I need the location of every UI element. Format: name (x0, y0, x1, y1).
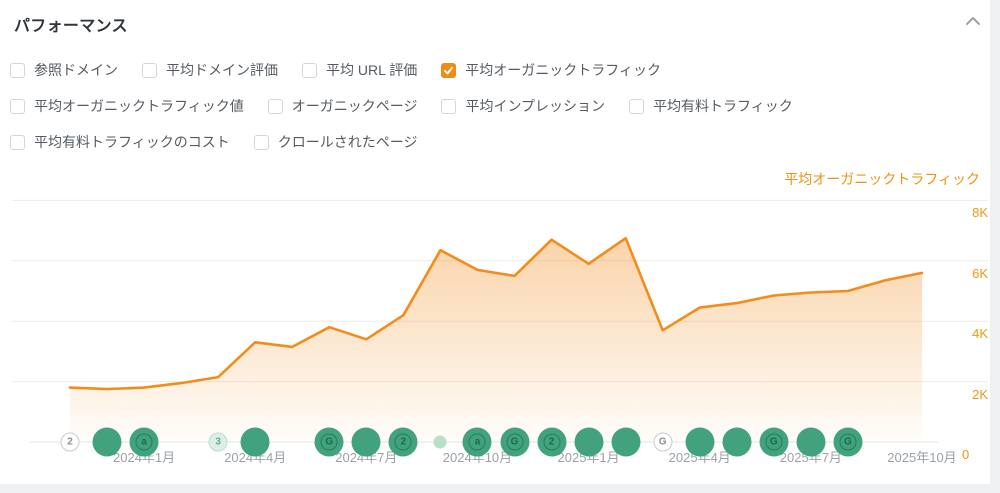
checkbox-unchecked-icon[interactable] (142, 62, 157, 78)
metric-row-2: 平均オーガニックトラフィック値 オーガニックページ 平均インプレッション 平均有料トラ… (10, 88, 985, 124)
metric-toggle[interactable]: 平均 URL 評価 (302, 60, 417, 80)
event-marker-a[interactable]: a (462, 427, 492, 457)
event-marker-solid[interactable] (240, 427, 270, 457)
event-marker-solid[interactable] (351, 427, 381, 457)
event-marker-G[interactable]: G (653, 432, 673, 452)
metric-row-3: 平均有料トラフィックのコスト クロールされたページ (10, 124, 985, 160)
event-marker-2[interactable]: 2 (388, 427, 418, 457)
event-marker-solid[interactable] (722, 427, 752, 457)
checkbox-unchecked-icon[interactable] (302, 62, 317, 78)
event-marker-G[interactable]: G (500, 427, 530, 457)
metric-toggle[interactable]: クロールされたページ (253, 132, 418, 152)
metric-label: 平均オーガニックトラフィック値 (34, 98, 244, 114)
metric-toggle[interactable]: 平均インプレッション (441, 96, 605, 116)
chevron-up-icon[interactable] (965, 16, 981, 26)
performance-panel: パフォーマンス 参照ドメイン 平均ドメイン評価 平均 URL 評価 平均オーガニックト… (0, 0, 995, 484)
checkbox-unchecked-icon[interactable] (267, 98, 283, 114)
metric-label: 平均オーガニックトラフィック (465, 62, 662, 78)
event-marker-solid[interactable] (685, 427, 715, 457)
event-glyph: G (506, 433, 524, 451)
metric-label: 平均ドメイン評価 (166, 62, 278, 78)
checkbox-unchecked-icon[interactable] (441, 98, 457, 114)
metric-row-1: 参照ドメイン 平均ドメイン評価 平均 URL 評価 平均オーガニックトラフィック (10, 52, 985, 88)
event-glyph: a (468, 433, 486, 451)
event-marker-dot[interactable] (433, 435, 447, 449)
traffic-area (70, 238, 922, 442)
metric-toggle[interactable]: 平均有料トラフィックのコスト (10, 132, 230, 152)
metric-label: 平均 URL 評価 (326, 62, 418, 78)
event-marker-3[interactable]: 3 (208, 432, 228, 452)
metric-label: 平均有料トラフィック (653, 98, 793, 114)
checkbox-unchecked-icon[interactable] (253, 134, 269, 150)
event-glyph: G (765, 433, 783, 451)
event-marker-solid[interactable] (796, 427, 826, 457)
metric-toggle[interactable]: 平均オーガニックトラフィック (441, 60, 661, 80)
metric-label: クロールされたページ (277, 134, 418, 150)
metric-label: 平均有料トラフィックのコスト (34, 134, 230, 150)
checkbox-unchecked-icon[interactable] (10, 134, 25, 150)
page-edge-right (990, 0, 995, 488)
event-marker-2[interactable]: 2 (537, 427, 567, 457)
event-glyph: G (320, 433, 338, 451)
metric-label: 参照ドメイン (34, 62, 118, 78)
checkbox-unchecked-icon[interactable] (629, 98, 645, 114)
event-marker-solid[interactable] (92, 427, 122, 457)
metric-toggle[interactable]: オーガニックページ (267, 96, 418, 116)
checkbox-unchecked-icon[interactable] (10, 98, 25, 114)
chart-legend: 平均オーガニックトラフィック (784, 171, 980, 187)
metric-toggle-list: 参照ドメイン 平均ドメイン評価 平均 URL 評価 平均オーガニックトラフィック平均オ… (10, 52, 985, 160)
event-glyph: G (839, 433, 857, 451)
event-marker-G[interactable]: G (759, 427, 789, 457)
checkbox-checked-icon[interactable] (441, 62, 457, 78)
event-marker-G[interactable]: G (314, 427, 344, 457)
event-marker-2[interactable]: 2 (60, 432, 80, 452)
event-marker-G[interactable]: G (833, 427, 863, 457)
event-marker-solid[interactable] (611, 427, 641, 457)
event-glyph: a (135, 433, 153, 451)
metric-toggle[interactable]: 平均有料トラフィック (629, 96, 793, 116)
checkbox-unchecked-icon[interactable] (10, 62, 25, 78)
metric-label: 平均インプレッション (465, 98, 606, 114)
metric-toggle[interactable]: 平均オーガニックトラフィック値 (10, 96, 244, 116)
panel-header: パフォーマンス (14, 12, 981, 36)
traffic-line (68, 236, 924, 391)
page-edge-bottom (0, 484, 1000, 488)
metric-toggle[interactable]: 平均ドメイン評価 (142, 60, 278, 80)
event-glyph: 2 (394, 433, 412, 451)
event-glyph: 2 (543, 433, 561, 451)
page-title: パフォーマンス (14, 18, 128, 35)
event-marker-a[interactable]: a (129, 427, 159, 457)
metric-toggle[interactable]: 参照ドメイン (10, 60, 118, 80)
metric-label: オーガニックページ (291, 98, 418, 114)
event-marker-solid[interactable] (574, 427, 604, 457)
